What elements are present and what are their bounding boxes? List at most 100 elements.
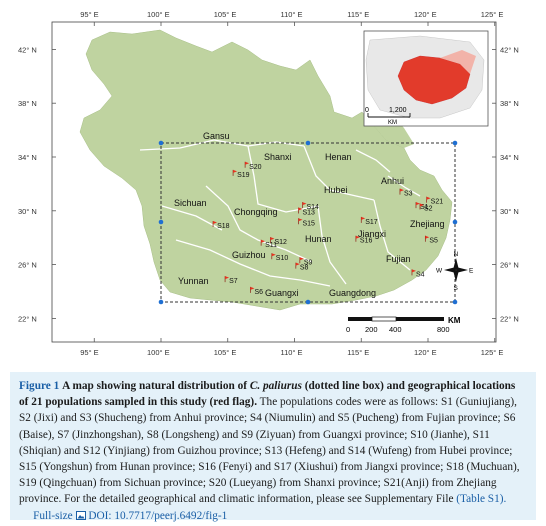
site-label-s11: S11 xyxy=(265,242,277,249)
full-size-link[interactable]: Full-size xyxy=(33,509,73,522)
site-label-s21: S21 xyxy=(431,199,444,206)
flag-icon xyxy=(419,203,424,207)
flag-icon xyxy=(425,235,430,239)
site-s9: S9 xyxy=(299,257,313,266)
site-label-s16: S16 xyxy=(360,238,373,245)
province-label-zhejiang: Zhejiang xyxy=(410,219,445,229)
site-s1: S1 xyxy=(415,202,429,211)
lon-tick-bottom-5: 120° E xyxy=(414,348,437,357)
lon-tick-top-3: 110° E xyxy=(281,10,303,19)
scale-bar: KM 0 200 400 800 xyxy=(346,316,461,334)
province-label-yunnan: Yunnan xyxy=(178,276,209,286)
flag-icon xyxy=(245,161,250,165)
site-s3: S3 xyxy=(399,188,413,198)
site-label-s19: S19 xyxy=(237,172,250,179)
lon-tick-top-5: 120° E xyxy=(414,10,437,19)
lon-tick-top-0: 95° E xyxy=(80,10,98,19)
site-label-s7: S7 xyxy=(229,278,238,285)
lat-tick-left-4: 26° N xyxy=(18,261,37,270)
site-s2: S2 xyxy=(419,203,433,212)
site-s5: S5 xyxy=(424,235,438,245)
site-s7: S7 xyxy=(224,276,238,285)
site-label-s20: S20 xyxy=(249,164,262,171)
lat-tick-left-5: 22° N xyxy=(18,314,37,323)
figure-label: Figure 1 xyxy=(19,380,60,392)
province-label-guizhou: Guizhou xyxy=(232,250,266,260)
site-s17: S17 xyxy=(360,216,378,226)
lat-tick-right-3: 30° N xyxy=(500,207,519,216)
land-area xyxy=(79,29,453,311)
inset-scale-tick-1: 1,200 xyxy=(389,107,407,114)
province-label-shanxi: Shanxi xyxy=(264,152,292,162)
site-s14: S14 xyxy=(302,202,320,211)
lat-tick-left-0: 42° N xyxy=(18,45,37,54)
province-label-fujian: Fujian xyxy=(386,254,411,264)
site-label-s17: S17 xyxy=(365,219,378,226)
lat-tick-right-0: 42° N xyxy=(500,45,519,54)
province-label-jiangxi: Jiangxi xyxy=(358,229,386,239)
lon-tick-bottom-3: 110° E xyxy=(281,348,303,357)
lat-tick-left-2: 34° N xyxy=(18,153,37,162)
lat-tick-right-5: 22° N xyxy=(500,314,519,323)
flag-icon xyxy=(261,239,266,243)
box-markers xyxy=(158,140,458,305)
lat-tick-right-2: 34° N xyxy=(500,153,519,162)
inset-scale-unit: KM xyxy=(388,120,397,126)
north-arrow-icon: N S E W xyxy=(436,251,474,292)
province-label-anhui: Anhui xyxy=(381,176,404,186)
flag-icon xyxy=(411,269,416,273)
site-label-s1: S1 xyxy=(420,204,429,211)
figure-caption: Figure 1 A map showing natural distribut… xyxy=(10,372,536,522)
inset-map: 0 1,200 KM xyxy=(363,30,489,127)
site-s13: S13 xyxy=(298,207,315,216)
scale-tick-400: 400 xyxy=(389,325,402,334)
flag-icon xyxy=(225,276,230,280)
site-label-s8: S8 xyxy=(300,265,309,272)
flag-icon xyxy=(250,286,255,290)
graticule-ticks: 95° E 95° E 100° E 100° E 105° E 105° E 110° E… xyxy=(18,10,519,357)
lon-tick-top-6: 125° E xyxy=(481,10,504,19)
province-label-chongqing: Chongqing xyxy=(234,207,278,217)
scale-tick-800: 800 xyxy=(437,325,450,334)
lon-tick-top-1: 100° E xyxy=(147,10,170,19)
compass-s: S xyxy=(454,285,459,292)
distribution-map: 95° E 95° E 100° E 100° E 105° E 105° E 110° E… xyxy=(18,10,519,357)
flag-icon xyxy=(295,262,300,266)
site-s10: S10 xyxy=(271,253,288,262)
lon-tick-bottom-0: 95° E xyxy=(80,348,98,357)
flag-icon xyxy=(415,202,420,206)
caption-body: The populations codes were as follows: S… xyxy=(19,396,520,506)
scale-tick-200: 200 xyxy=(365,325,378,334)
caption-title-a: A map showing natural distribution of xyxy=(62,380,250,392)
compass-w: W xyxy=(436,268,443,275)
flag-icon xyxy=(233,169,238,173)
site-label-s14: S14 xyxy=(307,204,320,211)
site-label-s18: S18 xyxy=(217,223,230,230)
site-label-s9: S9 xyxy=(304,259,313,266)
compass-e: E xyxy=(469,268,474,275)
site-label-s15: S15 xyxy=(303,220,316,227)
province-label-hunan: Hunan xyxy=(305,234,332,244)
table-s1-link[interactable]: (Table S1). xyxy=(456,493,507,506)
inset-scale-tick-0: 0 xyxy=(365,107,369,114)
doi-link[interactable]: DOI: 10.7717/peerj.6492/fig-1 xyxy=(88,509,228,522)
lon-tick-top-2: 105° E xyxy=(214,10,237,19)
lat-tick-right-1: 38° N xyxy=(500,99,519,108)
flag-icon xyxy=(299,257,304,261)
site-s19: S19 xyxy=(232,169,250,179)
site-label-s5: S5 xyxy=(429,238,438,245)
province-label-guangdong: Guangdong xyxy=(329,288,376,298)
site-s12: S12 xyxy=(270,237,287,246)
caption-title-b: (dotted line box) and geographical locat… xyxy=(19,380,516,409)
caption-species: C. paliurus xyxy=(249,380,302,392)
flag-icon xyxy=(399,188,404,192)
flag-icon xyxy=(271,253,276,257)
lat-tick-left-3: 30° N xyxy=(18,207,37,216)
lat-tick-left-1: 38° N xyxy=(18,99,37,108)
site-s21: S21 xyxy=(426,196,444,206)
flag-icon xyxy=(302,202,307,206)
flag-icon xyxy=(355,235,360,239)
site-s6: S6 xyxy=(250,286,263,296)
province-label-guangxi: Guangxi xyxy=(265,288,299,298)
